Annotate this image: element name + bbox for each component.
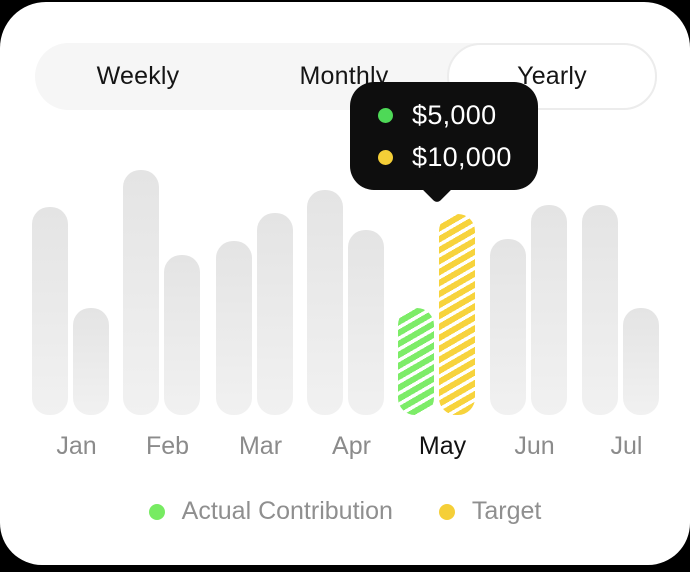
bar-jul-target[interactable] (623, 308, 659, 415)
tab-weekly[interactable]: Weekly (96, 62, 180, 90)
tooltip: $5,000 $10,000 (350, 82, 538, 204)
legend-actual-label: Actual Contribution (181, 497, 393, 525)
tooltip-row-actual: $5,000 (378, 100, 538, 131)
period-tabs: Weekly Monthly Yearly (35, 43, 657, 110)
legend-target-dot-icon (438, 503, 455, 520)
bar-mar-actual[interactable] (216, 241, 252, 415)
bar-apr-target[interactable] (348, 230, 384, 415)
bar-may-target[interactable] (439, 214, 475, 415)
bar-jan-target[interactable] (73, 308, 109, 415)
x-label-jul: Jul (610, 432, 643, 460)
bar-chart (0, 162, 690, 415)
x-label-mar: Mar (238, 432, 283, 460)
bar-feb-actual[interactable] (123, 170, 159, 415)
x-label-jan: Jan (56, 432, 97, 460)
tooltip-target-dot-icon (378, 149, 393, 165)
x-axis-labels: Jan Feb Mar Apr May Jun Jul (0, 432, 690, 464)
bar-mar-target[interactable] (257, 213, 293, 415)
bar-jul-actual[interactable] (582, 205, 618, 415)
bar-may-actual[interactable] (398, 308, 434, 415)
tooltip-actual-dot-icon (378, 107, 393, 123)
legend-actual-dot-icon (148, 503, 165, 520)
legend-target-label: Target (471, 497, 542, 525)
tooltip-row-target: $10,000 (378, 142, 538, 173)
tooltip-actual-value: $5,000 (412, 99, 497, 130)
x-label-may: May (418, 432, 467, 460)
tooltip-target-value: $10,000 (412, 141, 512, 172)
bar-feb-target[interactable] (164, 255, 200, 415)
legend-item-actual[interactable]: Actual Contribution (148, 497, 393, 526)
bar-jun-actual[interactable] (490, 239, 526, 415)
bar-apr-actual[interactable] (307, 190, 343, 415)
legend-item-target[interactable]: Target (438, 497, 542, 526)
x-label-feb: Feb (145, 432, 190, 460)
bar-jan-actual[interactable] (32, 207, 68, 415)
x-label-jun: Jun (514, 432, 555, 460)
x-label-apr: Apr (332, 432, 371, 460)
legend: Actual Contribution Target (0, 497, 690, 526)
bar-jun-target[interactable] (531, 205, 567, 415)
